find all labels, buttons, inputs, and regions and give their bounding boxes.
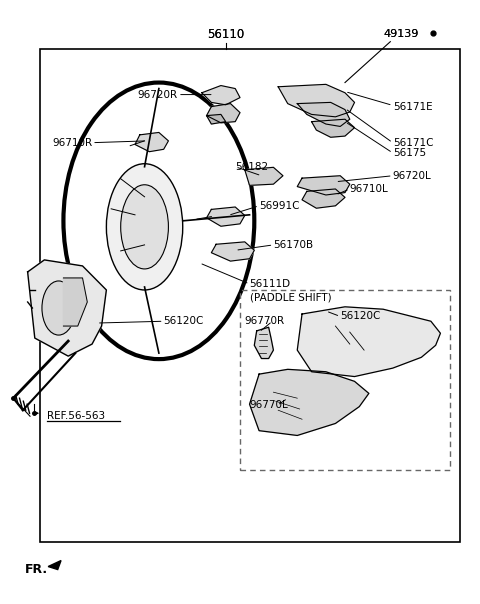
Text: 49139: 49139 (383, 30, 419, 39)
Text: FR.: FR. (25, 563, 48, 576)
Polygon shape (302, 189, 345, 208)
Text: 96770L: 96770L (250, 400, 288, 410)
Polygon shape (135, 132, 168, 152)
Polygon shape (312, 119, 355, 137)
Text: 56171C: 56171C (393, 138, 433, 147)
Text: 56182: 56182 (235, 162, 268, 172)
Polygon shape (211, 242, 254, 261)
Text: 56120C: 56120C (340, 312, 381, 321)
Polygon shape (28, 260, 107, 356)
Text: REF.56-563: REF.56-563 (47, 411, 105, 421)
Polygon shape (297, 176, 350, 195)
Polygon shape (206, 104, 240, 123)
Text: 56110: 56110 (207, 28, 244, 41)
Text: 56170B: 56170B (274, 240, 313, 250)
Polygon shape (245, 167, 283, 185)
Polygon shape (63, 278, 87, 326)
Text: (PADDLE SHIFT): (PADDLE SHIFT) (250, 292, 331, 302)
Polygon shape (297, 307, 441, 376)
Polygon shape (206, 114, 226, 124)
Polygon shape (254, 327, 274, 359)
Text: 56110: 56110 (207, 28, 244, 41)
Text: 96720L: 96720L (393, 171, 432, 181)
Polygon shape (206, 207, 245, 226)
Text: 56111D: 56111D (250, 279, 291, 289)
Polygon shape (48, 561, 61, 570)
Text: 56175: 56175 (393, 148, 426, 158)
Ellipse shape (107, 164, 183, 290)
Text: 49139: 49139 (383, 30, 419, 39)
Bar (39, 50, 459, 542)
Text: 56171E: 56171E (393, 101, 432, 112)
Text: 96770R: 96770R (245, 316, 285, 326)
Bar (240, 290, 450, 471)
Ellipse shape (42, 281, 75, 335)
Text: 56991C: 56991C (259, 201, 300, 211)
Text: 96710L: 96710L (350, 184, 388, 194)
Polygon shape (278, 85, 355, 117)
Text: 56120C: 56120C (164, 316, 204, 326)
Text: 96710R: 96710R (52, 138, 92, 147)
Polygon shape (202, 86, 240, 105)
Polygon shape (250, 369, 369, 435)
Polygon shape (297, 103, 350, 126)
Text: 96720R: 96720R (138, 89, 178, 100)
Ellipse shape (120, 185, 168, 269)
